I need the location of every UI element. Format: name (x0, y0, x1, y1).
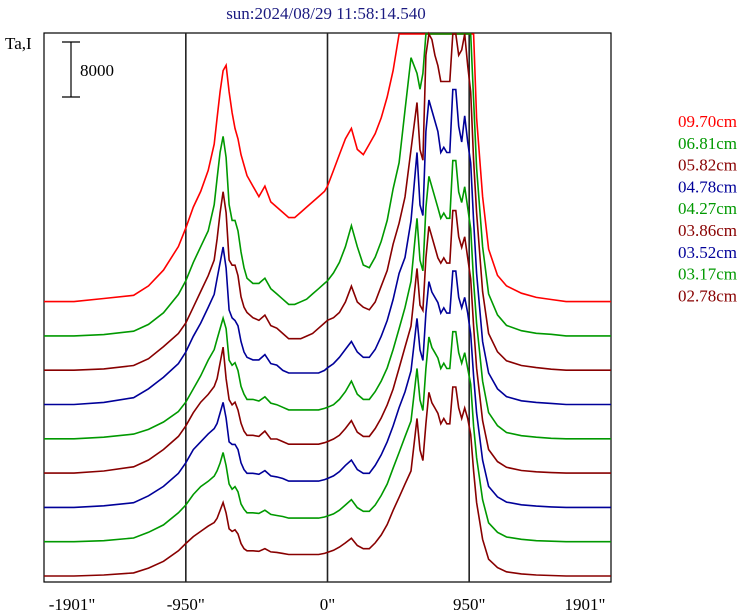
scale-bar-label: 8000 (80, 61, 114, 80)
legend-entry: 04.78cm (678, 177, 737, 196)
x-tick-label: 0" (320, 595, 335, 614)
legend-entry: 04.27cm (678, 199, 737, 218)
legend-entry: 03.86cm (678, 221, 737, 240)
series-line-04.78cm (44, 88, 611, 406)
legend-entry: 03.17cm (678, 265, 737, 284)
legend-entry: 06.81cm (678, 134, 737, 153)
series-line-06.81cm (44, 33, 611, 337)
x-tick-label: 1901" (565, 595, 606, 614)
series-line-03.86cm (44, 209, 611, 474)
chart-title: sun:2024/08/29 11:58:14.540 (226, 4, 426, 23)
legend-entry: 03.52cm (678, 243, 737, 262)
legend-entry: 02.78cm (678, 286, 737, 305)
series-line-03.52cm (44, 270, 611, 509)
series-line-03.17cm (44, 330, 611, 543)
series-line-05.82cm (44, 31, 611, 371)
x-tick-label: 950" (453, 595, 485, 614)
legend-entry: 05.82cm (678, 156, 737, 175)
series-line-04.27cm (44, 159, 611, 440)
x-tick-label: -1901" (49, 595, 96, 614)
y-axis-label: Ta,I (5, 34, 32, 53)
series-line-02.78cm (44, 386, 611, 577)
x-tick-label: -950" (167, 595, 205, 614)
legend-entry: 09.70cm (678, 112, 737, 131)
